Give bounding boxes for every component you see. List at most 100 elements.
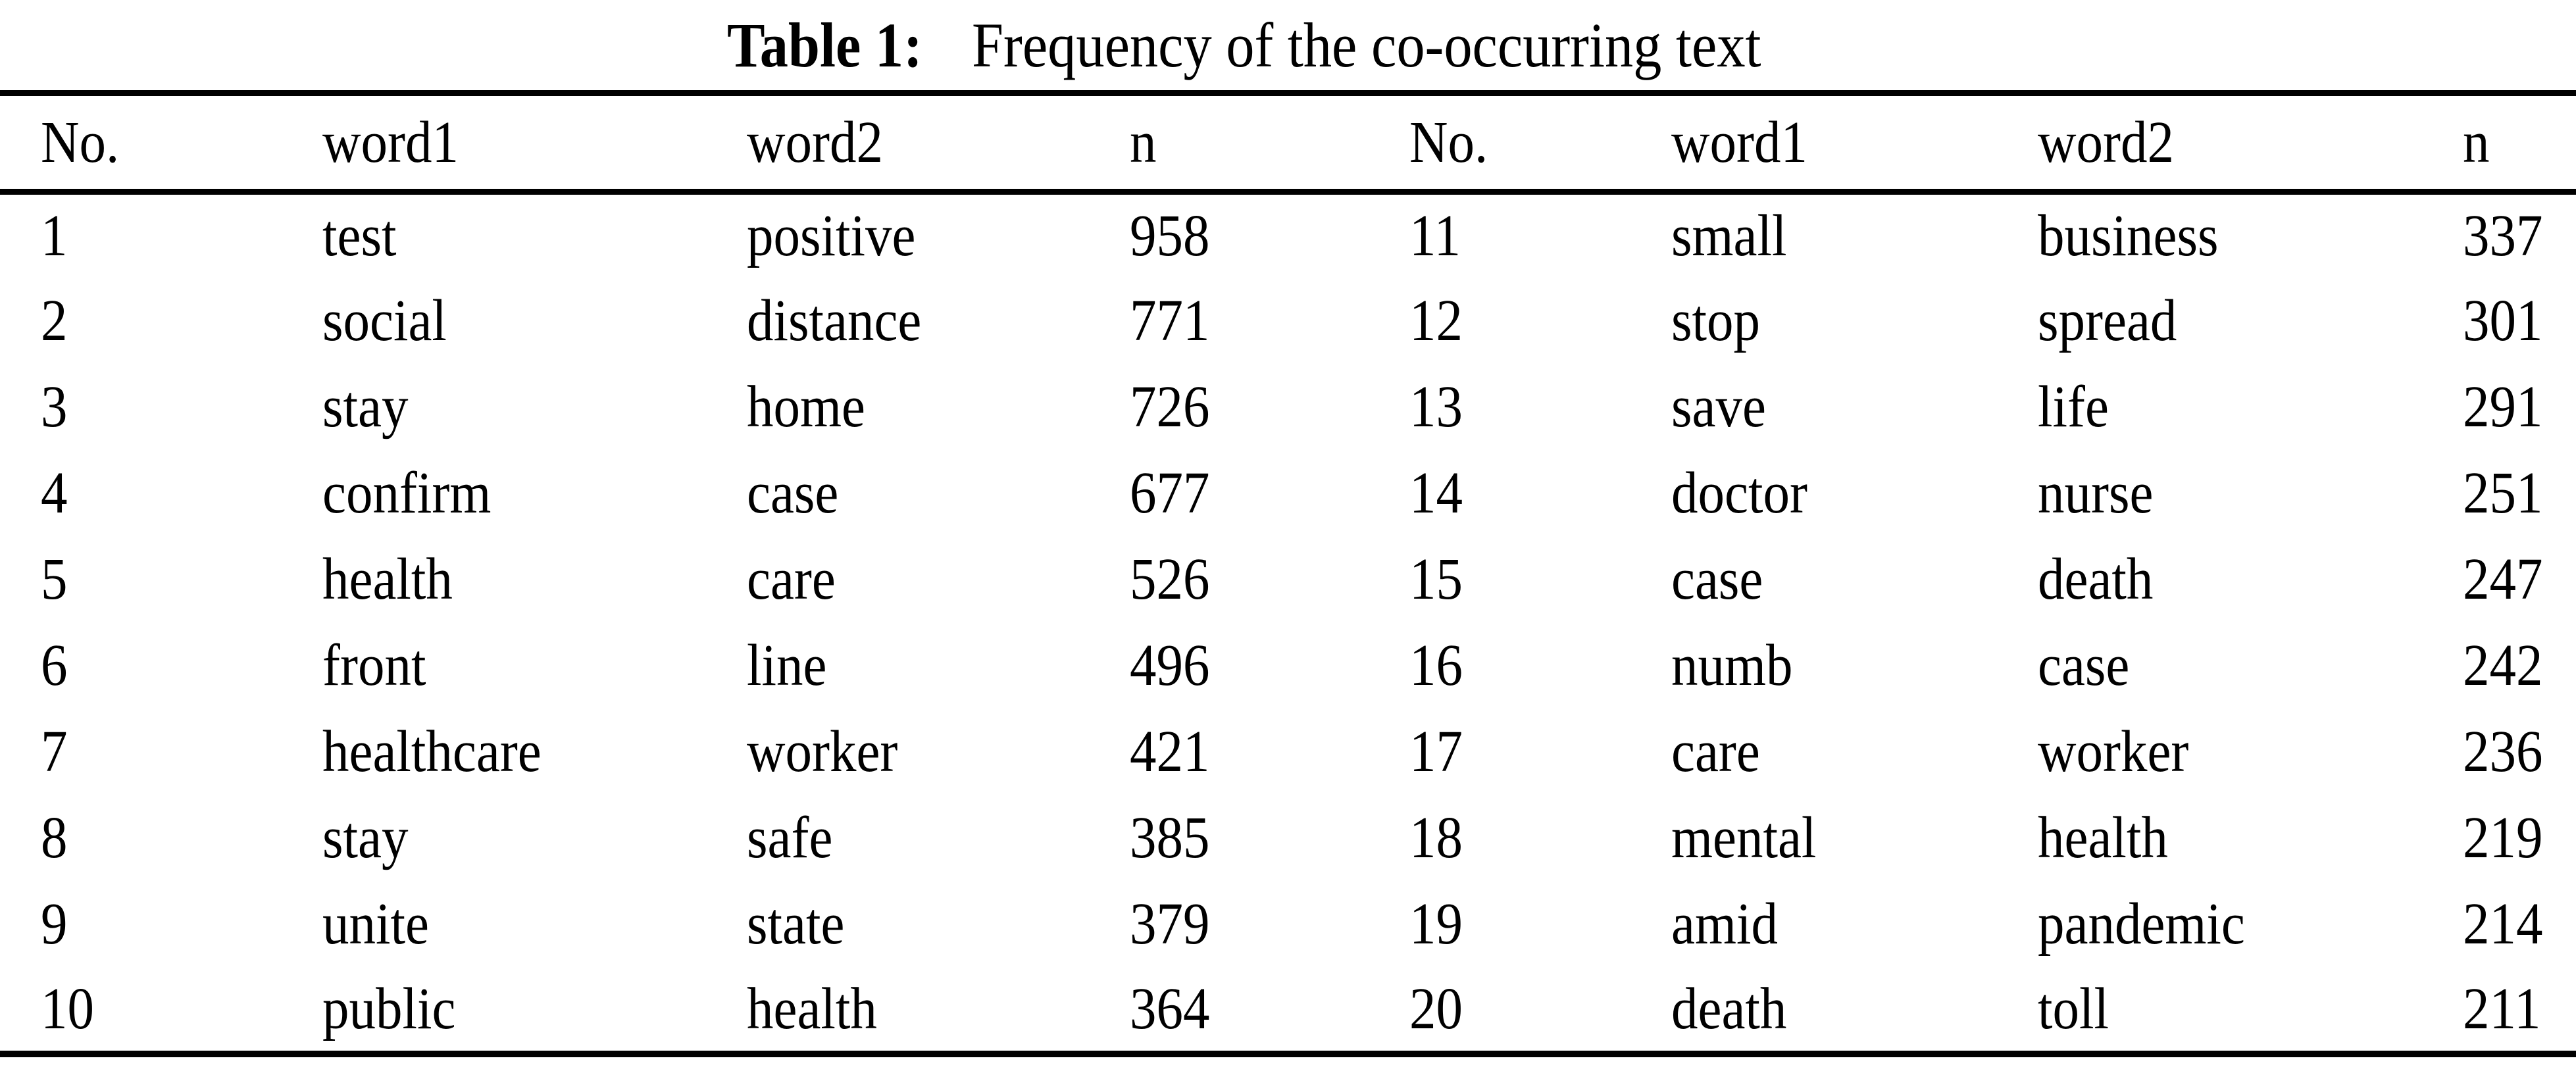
column-header-text: n [1130,109,1157,175]
cell-text: 10 [41,976,94,1041]
cell-text: 2 [41,288,68,353]
cell-word2-right: death [2038,537,2463,623]
cell-text: 3 [41,374,68,439]
cell-text: stay [322,374,409,439]
table-row: 8 stay safe 385 18 mental health 219 [0,795,2576,882]
cell-word2-right: spread [2038,278,2463,364]
table-row: 6 front line 496 16 numb case 242 [0,623,2576,709]
cell-text: 379 [1130,891,1210,957]
cell-text: 301 [2463,288,2543,353]
table-caption: Table 1: Frequency of the co-occurring t… [0,0,2576,90]
cell-text: state [747,891,845,957]
cell-word1-right: case [1671,537,2038,623]
cell-text: numb [1671,633,1793,698]
column-header-no-right: No. [1409,93,1671,192]
cell-text: front [322,633,426,698]
cell-word1-right: numb [1671,623,2038,709]
cell-n-right: 211 [2463,968,2576,1054]
cell-text: 1 [41,203,68,269]
cell-word2-right: worker [2038,709,2463,795]
cell-text: 291 [2463,374,2543,439]
cell-text: life [2038,374,2109,439]
table-caption-text: Frequency of the co-occurring text [972,9,1761,80]
table-row: 2 social distance 771 12 stop spread 301 [0,278,2576,364]
cell-text: distance [747,288,922,353]
cell-n-left: 958 [1130,192,1409,278]
cell-text: death [1671,976,1787,1041]
cell-n-left: 421 [1130,709,1409,795]
cell-text: positive [747,203,916,269]
cell-no-left: 8 [0,795,322,882]
cell-text: 247 [2463,547,2543,612]
table-row: 3 stay home 726 13 save life 291 [0,364,2576,451]
cell-word2-right: pandemic [2038,882,2463,968]
cell-word1-left: test [322,192,747,278]
cell-text: spread [2038,288,2177,353]
cell-text: worker [747,719,898,784]
cell-word1-right: small [1671,192,2038,278]
cell-text: 13 [1409,374,1463,439]
cell-text: healthcare [322,719,542,784]
cell-n-left: 364 [1130,968,1409,1054]
cell-text: amid [1671,891,1778,957]
column-header-word2-left: word2 [747,93,1130,192]
cell-word2-left: case [747,451,1130,537]
table-row: 5 health care 526 15 case death 247 [0,537,2576,623]
cell-text: 211 [2463,976,2541,1041]
cell-word1-left: social [322,278,747,364]
cell-text: 5 [41,547,68,612]
cell-n-right: 247 [2463,537,2576,623]
cell-text: social [322,288,447,353]
cell-word1-right: stop [1671,278,2038,364]
cell-text: 364 [1130,976,1210,1041]
cell-text: 958 [1130,203,1210,269]
table-caption-label: Table 1: [727,9,923,80]
cell-text: 526 [1130,547,1210,612]
cell-word1-left: front [322,623,747,709]
cell-text: 17 [1409,719,1463,784]
cell-n-right: 219 [2463,795,2576,882]
cell-text: worker [2038,719,2189,784]
cell-no-right: 19 [1409,882,1671,968]
cell-word1-right: amid [1671,882,2038,968]
cell-text: 16 [1409,633,1463,698]
cell-text: 421 [1130,719,1210,784]
cell-text: save [1671,374,1766,439]
cell-text: health [747,976,877,1041]
cell-text: nurse [2038,461,2154,526]
cell-text: 337 [2463,203,2543,269]
cell-n-right: 251 [2463,451,2576,537]
cell-no-right: 16 [1409,623,1671,709]
cell-word2-left: line [747,623,1130,709]
cell-no-left: 2 [0,278,322,364]
cell-text: business [2038,203,2219,269]
table-body: 1 test positive 958 11 small business 337 2 socia… [0,192,2576,1054]
cell-n-right: 337 [2463,192,2576,278]
cell-word1-left: health [322,537,747,623]
cell-text: case [2038,633,2130,698]
table-row: 7 healthcare worker 421 17 care worker 236 [0,709,2576,795]
cell-text: 771 [1130,288,1210,353]
cell-no-left: 4 [0,451,322,537]
cell-word1-left: public [322,968,747,1054]
cell-no-right: 20 [1409,968,1671,1054]
cell-text: care [1671,719,1760,784]
cell-word2-right: nurse [2038,451,2463,537]
cell-text: unite [322,891,429,957]
cell-text: 4 [41,461,68,526]
cell-word2-left: worker [747,709,1130,795]
cell-text: 677 [1130,461,1210,526]
cell-no-right: 14 [1409,451,1671,537]
cell-no-right: 11 [1409,192,1671,278]
cell-no-left: 5 [0,537,322,623]
cell-text: safe [747,805,833,870]
cell-word1-left: unite [322,882,747,968]
cell-text: stay [322,805,409,870]
cell-text: 20 [1409,976,1463,1041]
cell-word1-right: care [1671,709,2038,795]
cell-text: 11 [1409,203,1461,269]
cell-text: 242 [2463,633,2543,698]
table-row: 9 unite state 379 19 amid pandemic 214 [0,882,2576,968]
cell-word1-left: stay [322,795,747,882]
